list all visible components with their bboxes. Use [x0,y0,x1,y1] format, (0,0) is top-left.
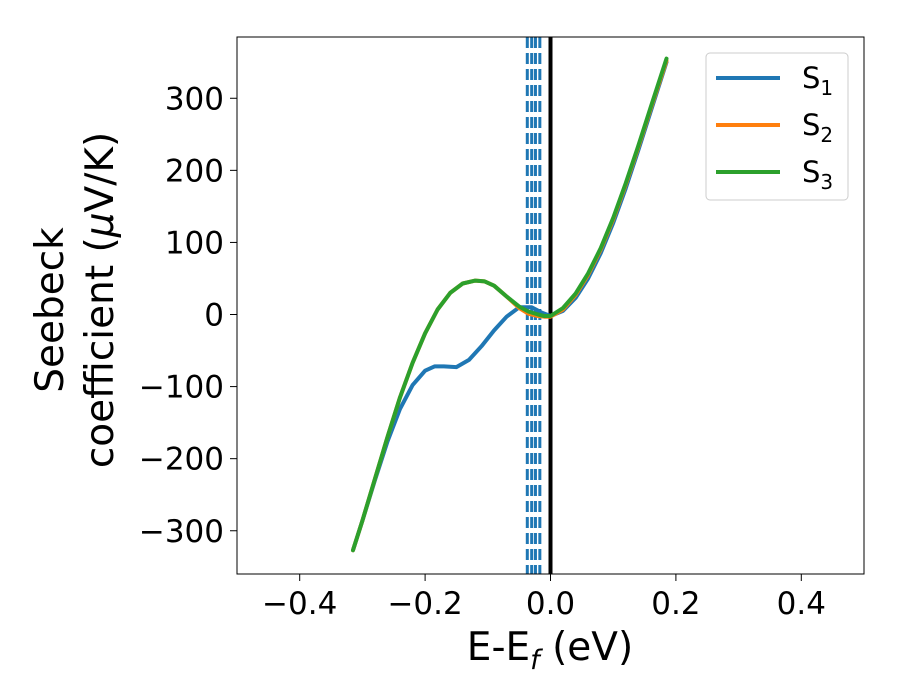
y-axis-label-line1: Seebeck [28,227,73,393]
vertical-lines [525,37,553,574]
y-tick-label: −200 [139,442,224,478]
legend-label-S2: S2 [802,108,833,147]
series-line-S3 [351,56,669,553]
legend-label-S3: S3 [802,155,833,194]
y-tick-label: −100 [139,370,224,406]
x-tick-label: 0.0 [526,586,575,622]
legend-label-S1: S1 [802,61,833,100]
series-lines [351,56,669,553]
y-tick-label: 0 [204,298,224,334]
x-axis-label-tail: (eV) [540,625,634,670]
y-tick-label: 300 [165,81,224,117]
x-tick-label: 0.4 [777,586,826,622]
y-axis-label: Seebeck coefficient (μV/K) [28,132,123,468]
y-axis-label-line2-post: V/K) [78,132,123,213]
x-tick-label: −0.2 [387,586,462,622]
x-tick-label: 0.2 [651,586,700,622]
x-axis-ticks: −0.4 −0.2 0.0 0.2 0.4 [262,574,826,622]
plot-area: −0.4 −0.2 0.0 0.2 0.4 −300 −200 −100 0 100 200 300 [139,36,865,622]
series-line-S2 [351,58,669,553]
y-tick-label: 100 [165,225,224,261]
y-axis-label-line2-pre: coefficient ( [78,237,123,468]
x-axis-label: E-Ef (eV) [467,625,633,676]
y-axis-label-mu: μ [78,212,123,238]
x-tick-label: −0.4 [262,586,337,622]
x-axis-label-base: E-E [467,625,530,670]
y-tick-label: 200 [165,153,224,189]
y-axis-ticks: −300 −200 −100 0 100 200 300 [139,81,237,550]
y-axis-label-line2: coefficient (μV/K) [78,132,123,468]
y-tick-label: −300 [139,514,224,550]
series-line-S1 [351,60,669,553]
legend: S1 S2 S3 [705,52,849,201]
